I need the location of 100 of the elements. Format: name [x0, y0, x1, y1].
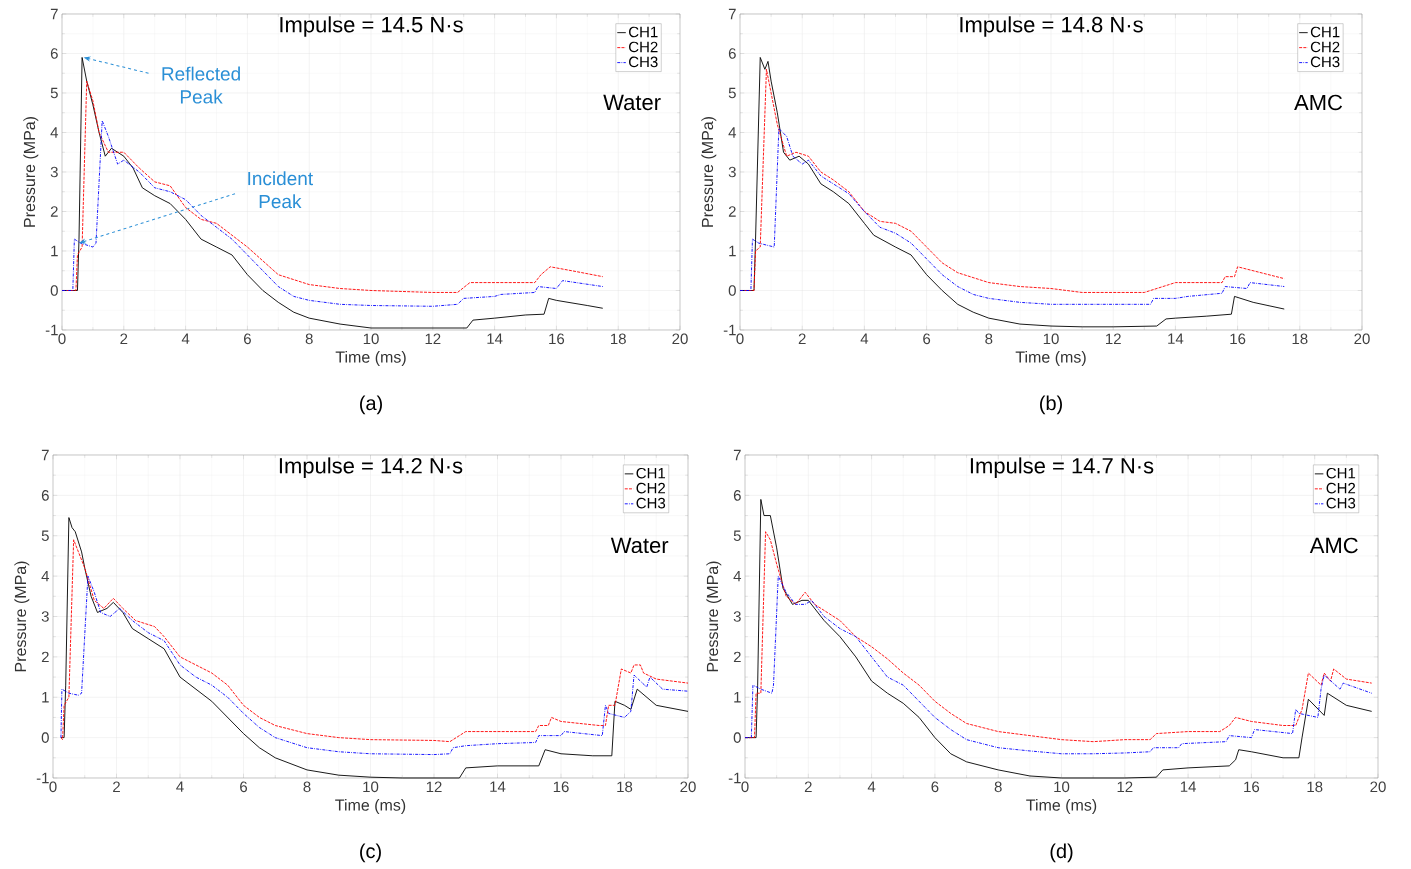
y-tick-label: 7 — [41, 449, 49, 461]
x-tick-label: 2 — [804, 781, 812, 792]
y-tick-label: 0 — [728, 285, 736, 296]
text: (b) — [1040, 395, 1062, 415]
x-tick-label: 10 — [363, 333, 379, 345]
text: (c) — [360, 843, 381, 863]
x-tick-label: 6 — [244, 333, 251, 345]
annotation: AMC — [1294, 94, 1343, 111]
x-tick-label: 20 — [1354, 333, 1370, 345]
legend-label: CH1 — [636, 467, 666, 479]
x-axis-title: Time (ms) — [1015, 351, 1086, 366]
y-tick-label: 5 — [41, 530, 49, 541]
y-tick-label: 3 — [41, 611, 49, 622]
y-tick-label: 4 — [41, 570, 50, 582]
legend-label: CH2 — [629, 41, 658, 53]
x-tick-label: 2 — [798, 333, 806, 344]
legend-label: CH1 — [1310, 26, 1340, 38]
y-axis-title: Pressure (MPa) — [701, 117, 717, 227]
y-tick-label: 1 — [42, 692, 49, 703]
x-tick-label: 10 — [363, 781, 379, 793]
x-tick-label: 4 — [867, 781, 876, 792]
y-tick-label: 6 — [733, 490, 741, 501]
legend-label: CH1 — [629, 26, 658, 38]
y-tick-label: 5 — [728, 87, 736, 99]
y-tick-label: 0 — [50, 285, 58, 296]
chart-title: Impulse = 14.7 N·s — [970, 457, 1154, 478]
x-tick-label: 16 — [553, 781, 569, 793]
chart-title: Impulse = 14.8 N·s — [960, 16, 1143, 37]
y-tick-label: 2 — [733, 651, 741, 663]
x-tick-label: 10 — [1054, 781, 1070, 793]
annotation: Water — [610, 537, 669, 554]
y-tick-label: 3 — [50, 166, 58, 178]
y-tick-label: 5 — [50, 87, 58, 99]
x-tick-label: 18 — [1292, 333, 1308, 345]
x-tick-label: 14 — [1180, 781, 1197, 792]
x-tick-label: 2 — [120, 333, 128, 344]
legend-label: CH3 — [1326, 497, 1356, 509]
legend-label: CH3 — [629, 56, 658, 68]
y-axis-title: Pressure (MPa) — [706, 561, 722, 672]
line-series — [60, 575, 689, 756]
x-tick-label: 6 — [240, 781, 248, 793]
x-tick-label: 12 — [426, 781, 442, 792]
y-tick-label: 3 — [728, 166, 736, 178]
y-tick-label: 0 — [41, 732, 49, 743]
text: (d) — [1050, 843, 1073, 863]
x-tick-label: 10 — [1043, 333, 1059, 345]
x-tick-label: 16 — [549, 333, 565, 345]
y-tick-label: 6 — [50, 48, 58, 59]
y-tick-label: -1 — [36, 772, 49, 784]
legend-label: CH1 — [1326, 467, 1356, 479]
y-tick-label: 0 — [733, 732, 741, 743]
y-tick-label: 1 — [51, 245, 58, 257]
x-tick-label: 18 — [1307, 781, 1323, 793]
x-tick-label: 4 — [176, 781, 184, 792]
x-tick-label: 14 — [490, 781, 506, 792]
x-axis-title: Time (ms) — [335, 799, 406, 814]
x-axis-title: Time (ms) — [1026, 799, 1097, 814]
x-tick-label: 18 — [617, 781, 633, 793]
annotation: Incident Peak — [248, 171, 313, 209]
legend-label: CH3 — [1310, 56, 1340, 68]
y-tick-label: 2 — [41, 651, 49, 663]
x-tick-label: 4 — [181, 333, 190, 344]
y-axis-title: Pressure (MPa) — [14, 561, 30, 672]
x-tick-label: 8 — [985, 333, 993, 345]
y-tick-label: 1 — [729, 245, 736, 257]
x-tick-label: 8 — [305, 333, 313, 345]
y-tick-label: 2 — [50, 206, 58, 217]
x-tick-label: 14 — [487, 333, 503, 344]
x-tick-label: 20 — [672, 333, 688, 345]
y-axis-title: Pressure (MPa) — [23, 117, 39, 227]
y-tick-label: 4 — [733, 570, 742, 582]
annotation: AMC — [1309, 537, 1358, 554]
y-tick-label: 7 — [733, 449, 741, 461]
y-tick-label: 6 — [728, 48, 736, 59]
text: (a) — [360, 395, 382, 415]
annotation: Reflected Peak — [162, 66, 240, 104]
x-tick-label: 16 — [1230, 333, 1246, 345]
x-tick-label: 8 — [303, 781, 311, 793]
x-tick-label: 12 — [1106, 333, 1121, 344]
y-tick-label: 1 — [734, 692, 741, 703]
x-tick-label: 14 — [1168, 333, 1184, 344]
y-tick-label: 5 — [733, 530, 741, 541]
x-tick-label: 20 — [680, 781, 696, 793]
x-tick-label: 4 — [860, 333, 869, 344]
x-tick-label: 18 — [611, 333, 626, 345]
x-tick-label: 8 — [994, 781, 1002, 793]
legend-label: CH3 — [636, 497, 666, 509]
y-tick-label: 7 — [50, 8, 58, 20]
y-tick-label: 4 — [50, 127, 59, 138]
y-tick-label: 2 — [728, 206, 736, 217]
x-tick-label: 20 — [1370, 781, 1386, 793]
y-tick-label: 4 — [728, 127, 737, 138]
legend-label: CH2 — [1310, 41, 1340, 53]
x-axis-title: Time (ms) — [335, 351, 406, 366]
y-tick-label: 3 — [733, 611, 741, 622]
legend-label: CH2 — [636, 482, 665, 494]
y-tick-label: -1 — [723, 324, 736, 336]
x-tick-label: 2 — [113, 781, 120, 792]
annotation: Water — [603, 94, 661, 111]
x-tick-label: 6 — [923, 333, 931, 345]
